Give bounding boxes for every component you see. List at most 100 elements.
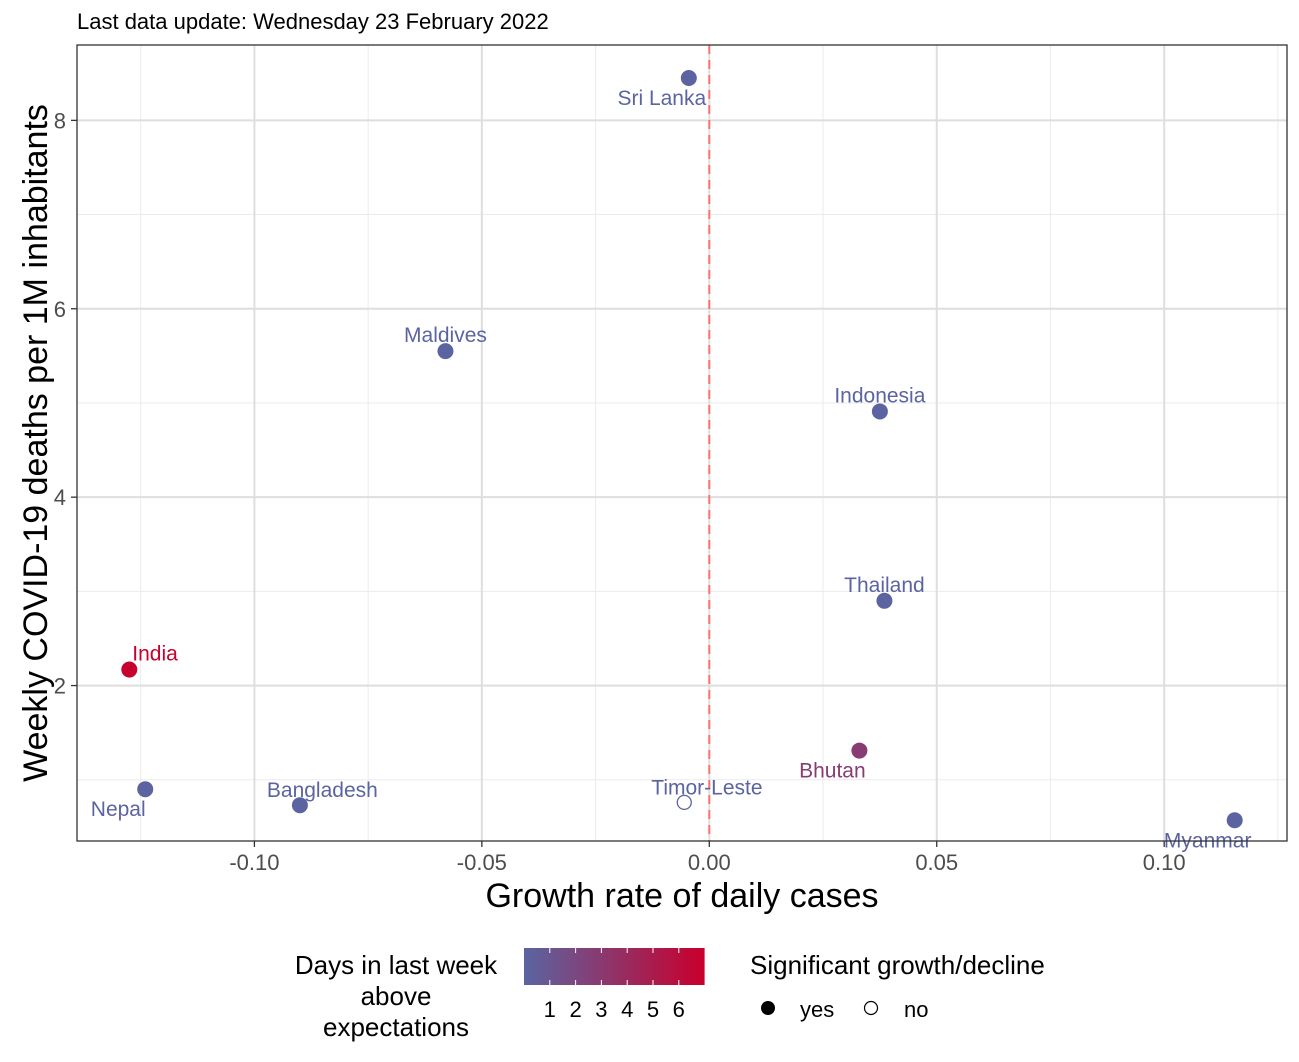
point-label: Nepal	[91, 798, 146, 821]
y-axis-title: Weekly COVID-19 deaths per 1M inhabitant…	[17, 104, 55, 782]
y-tick-label: 8	[54, 108, 66, 133]
colorbar-segment	[602, 948, 606, 985]
data-points	[121, 69, 1243, 829]
colorbar-segment	[641, 948, 645, 985]
legend-days-level: 2	[569, 997, 581, 1022]
colorbar-segment	[605, 948, 609, 985]
colorbar-segment	[689, 948, 693, 985]
colorbar-segment	[611, 948, 615, 985]
legend-days-title-line: Days in last week	[295, 950, 498, 980]
colorbar-segment	[671, 948, 675, 985]
colorbar-segment	[674, 948, 678, 985]
colorbar-segment	[614, 948, 618, 985]
legend-no-marker	[863, 1000, 879, 1016]
colorbar-segment	[644, 948, 648, 985]
legend-days-level: 3	[595, 997, 607, 1022]
legend-significance-title: Significant growth/decline	[750, 950, 1045, 980]
colorbar-segment	[551, 948, 555, 985]
point-marker	[676, 794, 692, 811]
colorbar-segment	[593, 948, 597, 985]
x-axis-title: Growth rate of daily cases	[485, 877, 878, 915]
x-tick-label: 0.10	[1143, 850, 1186, 875]
legend-yes-label: yes	[800, 997, 834, 1022]
colorbar-segment	[542, 948, 546, 985]
point-marker	[437, 343, 454, 360]
colorbar-segment	[572, 948, 576, 985]
point-marker	[1226, 812, 1243, 829]
point-label: India	[132, 643, 178, 666]
y-axis-ticks: 2 4 6 8	[54, 108, 77, 699]
y-tick-label: 6	[54, 297, 66, 322]
colorbar-segment	[587, 948, 591, 985]
colorbar-segment	[677, 948, 681, 985]
colorbar-segment	[623, 948, 627, 985]
colorbar-segment	[536, 948, 540, 985]
colorbar-segment	[683, 948, 687, 985]
legend-days-level: 5	[647, 997, 659, 1022]
x-tick-label: -0.10	[229, 850, 279, 875]
colorbar-segment	[653, 948, 657, 985]
colorbar-segment	[701, 948, 705, 985]
x-tick-label: 0.00	[688, 850, 731, 875]
colorbar-segment	[584, 948, 588, 985]
point-marker	[137, 781, 154, 798]
colorbar-segment	[659, 948, 663, 985]
colorbar-segment	[557, 948, 561, 985]
colorbar-segment	[545, 948, 549, 985]
colorbar-segment	[563, 948, 567, 985]
colorbar-segment	[560, 948, 564, 985]
colorbar-segment	[575, 948, 579, 985]
point-marker	[876, 592, 893, 609]
colorbar-segment	[524, 948, 528, 985]
point-label: Thailand	[844, 574, 925, 597]
colorbar-segment	[533, 948, 537, 985]
point-marker	[871, 403, 888, 420]
colorbar-segment	[632, 948, 636, 985]
colorbar-segment	[650, 948, 654, 985]
x-tick-label: 0.05	[915, 850, 958, 875]
point-label: Maldives	[404, 324, 487, 347]
colorbar-segment	[686, 948, 690, 985]
colorbar-segment	[539, 948, 543, 985]
point-label: Bhutan	[799, 760, 866, 783]
colorbar-segment	[626, 948, 630, 985]
point-marker	[291, 797, 308, 814]
legend-days-colorbar	[524, 948, 705, 985]
y-tick-label: 4	[54, 485, 66, 510]
colorbar-segment	[590, 948, 594, 985]
colorbar-segment	[668, 948, 672, 985]
colorbar-segment	[647, 948, 651, 985]
minor-gridlines	[77, 45, 1287, 841]
colorbar-segment	[599, 948, 603, 985]
legend-days-level: 4	[621, 997, 633, 1022]
x-axis-ticks: -0.10 -0.05 0.00 0.05 0.10	[229, 841, 1186, 875]
legend-days-level: 1	[544, 997, 556, 1022]
colorbar-segment	[620, 948, 624, 985]
point-label: Sri Lanka	[617, 87, 706, 110]
colorbar-segment	[530, 948, 534, 985]
legend-days-title-line: expectations	[323, 1012, 469, 1042]
colorbar-segment	[662, 948, 666, 985]
point-labels: Sri Lanka Maldives Indonesia Thailand India B…	[91, 87, 1252, 852]
colorbar-segment	[596, 948, 600, 985]
colorbar-segment	[680, 948, 684, 985]
colorbar-segment	[527, 948, 531, 985]
colorbar-segment	[665, 948, 669, 985]
legend-days-level: 6	[673, 997, 685, 1022]
colorbar-segment	[554, 948, 558, 985]
colorbar-segment	[629, 948, 633, 985]
colorbar-segment	[581, 948, 585, 985]
point-label: Timor-Leste	[651, 776, 762, 799]
legend-yes-marker	[761, 1001, 775, 1015]
colorbar-segment	[608, 948, 612, 985]
plot-border	[76, 44, 1288, 842]
colorbar-segment	[578, 948, 582, 985]
colorbar-segment	[635, 948, 639, 985]
legend-no-label: no	[904, 997, 928, 1022]
legend-significance: Significant growth/decline yes no	[750, 950, 1045, 1022]
x-tick-label: -0.05	[457, 850, 507, 875]
